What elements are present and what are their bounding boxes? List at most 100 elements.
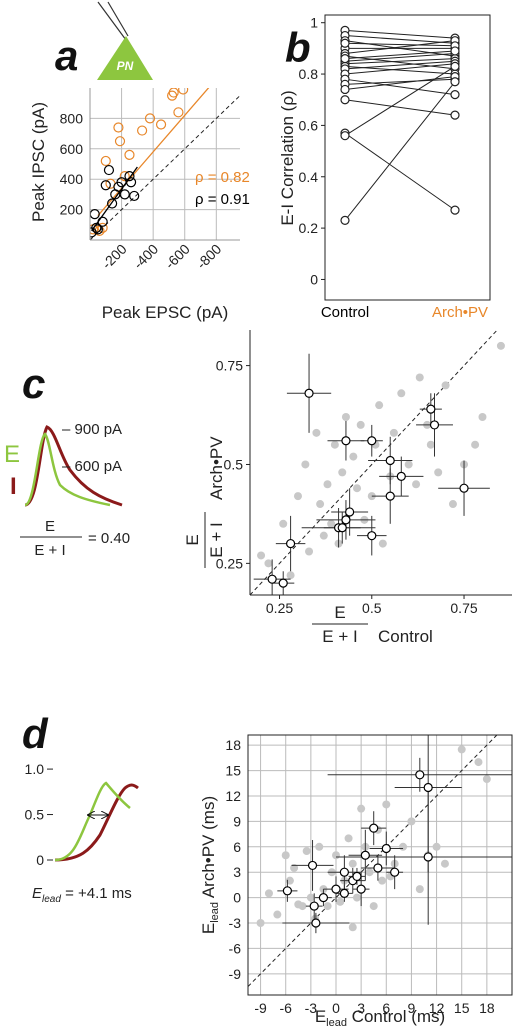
data-point xyxy=(340,84,350,95)
x-tick-label: -6 xyxy=(279,1000,292,1016)
pair-line xyxy=(344,76,456,90)
data-point xyxy=(340,215,350,226)
data-point xyxy=(474,758,483,767)
y-axis-label: Peak IPSC (pA) xyxy=(29,102,48,222)
data-point xyxy=(301,460,310,469)
y-axis-label: E-I Correlation (ρ) xyxy=(278,90,297,225)
data-point xyxy=(457,745,466,754)
data-point xyxy=(385,491,395,501)
data-point xyxy=(290,863,299,872)
y-tick-label: 600 xyxy=(60,141,84,157)
y-tick-label: 0.5 xyxy=(25,807,45,823)
data-point xyxy=(450,46,460,56)
y-tick-label: 0.75 xyxy=(216,358,243,374)
plot-area xyxy=(90,88,240,240)
label-text: Control xyxy=(378,627,433,646)
data-point xyxy=(124,149,135,160)
label-symbol: E xyxy=(199,923,218,934)
panel-label: a xyxy=(55,32,78,79)
data-point xyxy=(90,209,100,220)
data-point xyxy=(367,531,377,541)
pair-line xyxy=(344,60,456,70)
data-point xyxy=(415,373,424,382)
caption-text: = +4.1 ms xyxy=(61,885,132,902)
data-point xyxy=(415,770,425,780)
pair-line xyxy=(344,81,456,221)
data-point xyxy=(357,804,366,813)
data-point xyxy=(450,110,460,120)
pair-line xyxy=(344,58,456,65)
data-point xyxy=(293,492,302,501)
data-point xyxy=(441,381,450,390)
x-tick-label: Control xyxy=(321,304,369,321)
data-point xyxy=(309,901,319,911)
panel-label: d xyxy=(22,710,49,757)
pair-line xyxy=(344,132,456,211)
data-point xyxy=(404,460,413,469)
data-point xyxy=(375,401,384,410)
data-point xyxy=(332,851,340,860)
data-point xyxy=(94,225,105,236)
data-point xyxy=(312,428,321,437)
y-tick-label: 3 xyxy=(233,864,241,880)
y-tick-label: 0.8 xyxy=(299,66,319,82)
data-point xyxy=(396,471,406,481)
data-point xyxy=(119,189,130,200)
data-point xyxy=(107,198,118,209)
data-point xyxy=(478,413,487,422)
excitation-label: E xyxy=(4,441,20,468)
y-axis-label: Elead Arch•PV (ms) xyxy=(199,796,221,934)
data-point xyxy=(385,455,395,466)
y-tick-label: 0.6 xyxy=(299,117,319,133)
data-point xyxy=(426,404,436,414)
data-point xyxy=(450,77,460,87)
data-point xyxy=(341,515,351,525)
x-tick-label: -800 xyxy=(193,241,224,272)
data-point xyxy=(267,574,277,584)
data-point xyxy=(407,817,416,826)
label-text: Arch•PV xyxy=(207,436,226,500)
y-tick-label: 0.2 xyxy=(299,220,319,236)
data-point xyxy=(429,420,440,430)
data-point xyxy=(381,843,391,854)
data-point xyxy=(432,842,441,851)
scale-label: – 600 pA xyxy=(62,458,122,475)
data-point xyxy=(103,164,115,176)
data-point xyxy=(356,420,365,429)
data-point xyxy=(496,341,505,350)
pair-line xyxy=(344,50,456,60)
data-point xyxy=(482,775,491,784)
y-axis-label: E E + I Arch•PV xyxy=(183,436,226,568)
x-tick-label: 6 xyxy=(382,1000,390,1016)
data-point xyxy=(114,136,126,147)
data-point xyxy=(323,902,332,911)
data-point xyxy=(397,389,406,398)
data-point xyxy=(378,539,387,548)
x-axis-label: Peak EPSC (pA) xyxy=(102,303,229,322)
data-point xyxy=(178,88,189,95)
neuron-icon xyxy=(97,36,153,80)
data-point xyxy=(373,863,383,873)
data-point xyxy=(129,190,140,202)
formula-numerator: E xyxy=(45,518,55,535)
icon-label: PN xyxy=(117,59,134,73)
data-point xyxy=(119,171,130,182)
pair-line xyxy=(344,78,456,96)
pair-line xyxy=(344,29,456,39)
data-point xyxy=(279,519,288,528)
x-tick-label: -9 xyxy=(254,1000,267,1016)
plot-area xyxy=(250,330,505,595)
data-point xyxy=(168,88,179,98)
data-point xyxy=(113,122,124,133)
data-point xyxy=(285,538,296,549)
pipette xyxy=(107,1,129,37)
data-point xyxy=(278,578,288,588)
y-tick-label: 0 xyxy=(233,890,241,906)
data-point xyxy=(125,177,137,188)
pair-line xyxy=(344,53,456,62)
pair-line xyxy=(344,63,456,75)
data-point xyxy=(340,95,350,105)
data-point xyxy=(304,388,314,398)
data-point xyxy=(450,205,460,215)
data-point xyxy=(345,507,355,517)
